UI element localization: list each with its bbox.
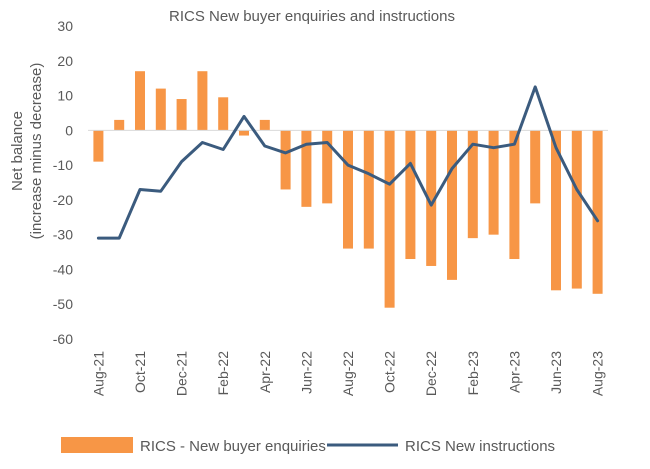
bar-Feb-22 [218,97,229,131]
bar-Feb-23 [467,130,478,239]
legend-label-new-instructions: RICS New instructions [405,438,555,455]
legend: RICS - New buyer enquiries RICS New inst… [61,437,555,455]
bar-Mar-23 [488,130,499,235]
bar-May-23 [530,130,541,204]
x-tick-label: Apr-23 [506,351,522,393]
y-tick-label: -50 [53,296,73,312]
y-tick-label: 20 [57,53,73,69]
bar-Aug-21 [93,130,104,162]
y-tick-label: 10 [57,88,73,104]
bar-Aug-23 [592,130,603,294]
bar-Jan-22 [197,71,208,131]
bar-Sep-22 [363,130,374,249]
bar-Jul-23 [571,130,582,289]
y-tick-label: -10 [53,157,73,173]
bar-Jun-23 [551,130,561,291]
bar-Dec-22 [426,130,437,266]
bar-Aug-22 [343,130,353,249]
bar-Apr-23 [509,130,520,260]
bar-May-22 [280,130,291,190]
x-tick-label: Dec-22 [423,351,439,396]
y-axis-title: Net balance (increase minus decrease) [9,63,45,240]
y-axis-ticks: -60 -50 -40 -30 -20 -10 0 10 20 30 [53,18,73,347]
y-tick-label: -40 [53,261,73,277]
bar-series [93,71,603,308]
bar-Oct-21 [135,71,145,131]
x-tick-label: Feb-22 [215,351,231,396]
legend-label-new-buyer-enquiries: RICS - New buyer enquiries [140,438,326,455]
x-tick-label: Aug-23 [590,351,606,396]
bar-Jul-22 [322,130,333,204]
bar-Jun-22 [301,130,312,207]
y-tick-label: 0 [65,122,73,138]
bar-Dec-21 [176,99,187,131]
line-series-new-instructions [96,85,600,240]
x-tick-label: Dec-21 [174,351,190,396]
x-tick-label: Oct-21 [132,351,148,393]
bar-Mar-22 [239,130,249,136]
y-tick-label: -20 [53,192,73,208]
bar-Nov-21 [155,88,166,131]
x-tick-label: Aug-22 [340,351,356,396]
y-tick-label: -30 [53,227,73,243]
bar-Apr-22 [259,119,270,131]
y-tick-label: -60 [53,331,73,347]
x-tick-label: Aug-21 [90,351,106,396]
x-tick-label: Jun-22 [298,351,314,394]
y-axis-title-line-2: (increase minus decrease) [28,63,45,240]
bar-Oct-22 [384,130,395,308]
y-axis-title-line-1: Net balance [9,111,26,191]
x-tick-label: Jun-23 [548,351,564,394]
x-tick-label: Oct-22 [382,351,398,393]
bar-Nov-22 [405,130,416,260]
x-axis-ticks: Aug-21 Oct-21 Dec-21 Feb-22 Apr-22 Jun-22 Aug-… [90,351,605,396]
bar-Sep-21 [114,119,125,131]
chart-title: RICS New buyer enquiries and instruction… [169,8,455,25]
x-tick-label: Feb-23 [465,351,481,396]
x-tick-label: Apr-22 [257,351,273,393]
bar-Jan-23 [447,130,457,280]
y-tick-label: 30 [57,18,73,34]
legend-swatch-new-buyer-enquiries [61,437,133,453]
